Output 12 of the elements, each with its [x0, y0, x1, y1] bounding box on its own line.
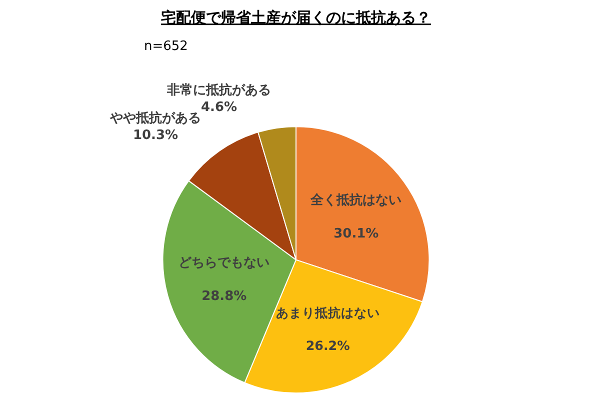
slice-label: 非常に抵抗がある [166, 82, 271, 98]
chart-subtitle: n=652 [144, 39, 188, 54]
data-label: 28.8% [202, 289, 247, 304]
data-label: 4.6% [200, 100, 238, 115]
data-label: 26.2% [306, 338, 350, 354]
slice-label: あまり抵抗はない [276, 305, 380, 320]
chart-title: 宅配便で帰省土産が届くのに抵抗ある？ [161, 8, 431, 27]
slice-label: やや抵抗がある [109, 110, 201, 126]
slice-label: どちらでもない [178, 255, 270, 270]
slice-label: 全く抵抗はない [310, 192, 402, 208]
data-label: 30.1% [334, 226, 379, 242]
data-label: 10.3% [132, 128, 178, 143]
